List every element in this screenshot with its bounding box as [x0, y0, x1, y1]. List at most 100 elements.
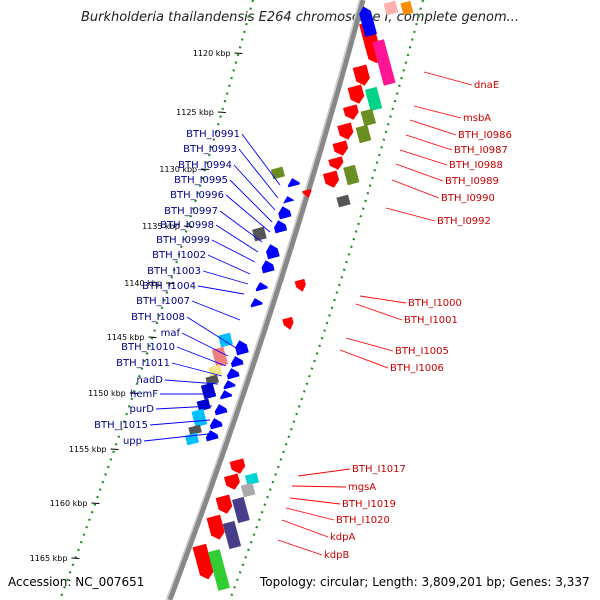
- right-gene-label: mgsA: [291, 482, 376, 493]
- right-gene-label: kdpB: [277, 539, 349, 561]
- left-gene-label-text: BTH_I1015: [94, 420, 148, 431]
- cog-category-block: [364, 86, 383, 112]
- tick-mark: 1160 kbp: [50, 499, 100, 508]
- left-gene-label: BTH_I1008: [131, 312, 237, 349]
- forward-gene: [229, 458, 246, 474]
- reverse-gene: [266, 244, 280, 260]
- forward-gene: [322, 170, 340, 188]
- tick-label: 1140 kbp: [124, 279, 162, 288]
- map-title: Burkholderia thailandensis E264 chromoso…: [80, 10, 520, 25]
- cog-category-block: [244, 472, 260, 486]
- left-gene-label-text: BTH_I0991: [186, 129, 240, 140]
- cog-category-block: [208, 364, 223, 378]
- right-gene-label-text: BTH_I1006: [390, 363, 444, 374]
- cog-category-block: [196, 398, 211, 412]
- reverse-gene: [214, 404, 228, 416]
- cog-category-block: [270, 166, 285, 180]
- left-gene-label-text: BTH_I1003: [147, 266, 201, 277]
- cog-category-block: [355, 124, 372, 144]
- left-gene-labels[interactable]: BTH_I0991 BTH_I0993 BTH_I0994 BTH_I0995 BTH_…: [94, 129, 281, 447]
- tick-mark: 1120 kbp: [193, 49, 243, 58]
- tick-mark: 1145 kbp: [107, 333, 157, 342]
- left-gene-label: upp: [123, 433, 209, 447]
- cog-category-block: [222, 520, 242, 550]
- cog-category-block: [372, 39, 396, 86]
- left-gene-label-text: BTH_I1008: [131, 312, 185, 323]
- right-gene-label: BTH_I0990: [391, 179, 495, 204]
- kbp-ticks: 1120 kbp 1125 kbp 1130 kbp 1135 kbp 1140 kbp…: [30, 49, 243, 563]
- right-gene-label: BTH_I1006: [339, 349, 444, 374]
- tick-mark: 1125 kbp: [176, 108, 226, 117]
- right-gene-label: BTH_I0992: [385, 207, 491, 227]
- reverse-gene: [359, 6, 377, 38]
- cog-category-block: [188, 424, 202, 436]
- left-gene-label-text: BTH_I1004: [142, 281, 196, 292]
- left-gene-label: maf: [161, 328, 229, 357]
- right-gene-label: BTH_I0987: [405, 134, 508, 156]
- right-gene-label-text: BTH_I1000: [408, 298, 462, 309]
- left-gene-label-text: BTH_I1010: [121, 342, 175, 353]
- cog-category-block: [400, 0, 414, 16]
- cog-category-block: [211, 346, 229, 368]
- left-gene-label-text: BTH_I0994: [178, 160, 232, 171]
- left-gene-label: purD: [130, 404, 213, 415]
- right-gene-label-text: BTH_I1017: [352, 464, 406, 475]
- cog-category-block: [383, 0, 399, 16]
- right-gene-label-text: BTH_I0986: [458, 130, 512, 141]
- left-gene-label: BTH_I1004: [142, 281, 245, 295]
- right-gene-label: BTH_I0986: [409, 119, 512, 141]
- left-gene-label-text: BTH_I1007: [136, 296, 190, 307]
- forward-gene: [332, 140, 349, 156]
- tick-dot-rings: [58, 0, 425, 600]
- left-gene-label: BTH_I0997: [164, 206, 263, 243]
- left-gene-label: BTH_I1015: [94, 419, 211, 431]
- reverse-gene: [226, 368, 240, 380]
- reverse-gene: [250, 298, 263, 308]
- right-gene-label-text: BTH_I0987: [454, 145, 508, 156]
- right-gene-label-text: BTH_I0992: [437, 216, 491, 227]
- forward-gene: [337, 122, 354, 140]
- tick-label: 1135 kbp: [142, 222, 180, 231]
- forward-gene: [352, 64, 370, 86]
- tick-mark: 1165 kbp: [30, 554, 80, 563]
- left-gene-label: hemF: [130, 389, 216, 400]
- cog-category-block: [191, 408, 208, 428]
- gene-features[interactable]: [184, 0, 414, 591]
- tick-label: 1160 kbp: [50, 499, 88, 508]
- forward-gene: [347, 84, 365, 104]
- tick-label: 1150 kbp: [88, 389, 126, 398]
- right-gene-labels[interactable]: dnaE msbA BTH_I0986 BTH_I0987 BTH_I0988 BTH_I…: [277, 71, 512, 561]
- reverse-gene: [283, 196, 295, 204]
- forward-gene: [215, 494, 233, 514]
- reverse-gene: [230, 356, 244, 368]
- left-gene-label: BTH_I1007: [136, 296, 241, 321]
- cog-category-block: [231, 496, 250, 524]
- left-gene-label: BTH_I0991: [186, 129, 281, 186]
- cog-category-block: [240, 482, 256, 498]
- left-gene-label: BTH_I1010: [121, 342, 227, 367]
- right-gene-label: BTH_I1000: [359, 295, 462, 309]
- forward-gene: [343, 104, 359, 120]
- right-gene-label: BTH_I0989: [395, 163, 499, 187]
- tick-label: 1145 kbp: [107, 333, 145, 342]
- reverse-gene: [261, 260, 275, 274]
- reverse-gene: [274, 220, 288, 234]
- right-gene-label: BTH_I1020: [285, 507, 390, 526]
- tick-label: 1125 kbp: [176, 108, 214, 117]
- tick-label: 1120 kbp: [193, 49, 231, 58]
- topology-summary: Topology: circular; Length: 3,809,201 bp…: [260, 575, 590, 589]
- right-gene-label-text: BTH_I1020: [336, 515, 390, 526]
- left-gene-label-text: upp: [123, 436, 142, 447]
- reverse-gene: [220, 390, 233, 400]
- chromosome-backbone: [165, 0, 366, 600]
- tick-label: 1155 kbp: [69, 445, 107, 454]
- left-gene-label: BTH_I0994: [178, 160, 276, 211]
- right-gene-label: BTH_I1019: [289, 497, 396, 510]
- right-gene-label: msbA: [413, 105, 491, 124]
- left-gene-label-text: BTH_I1011: [116, 358, 170, 369]
- left-gene-label-text: BTH_I0999: [156, 235, 210, 246]
- left-gene-label: BTH_I0998: [160, 220, 259, 253]
- tick-mark: 1140 kbp: [124, 279, 174, 288]
- reverse-gene: [223, 380, 236, 390]
